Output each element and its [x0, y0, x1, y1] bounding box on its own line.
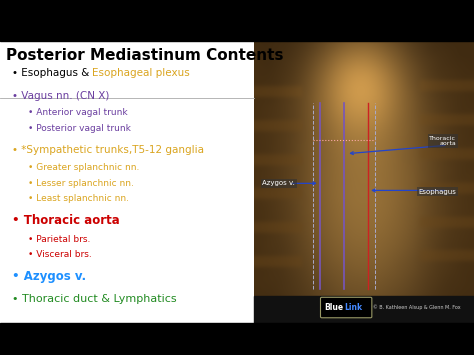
Text: • Visceral brs.: • Visceral brs.	[28, 250, 92, 260]
Text: • Vagus nn. (CN X): • Vagus nn. (CN X)	[12, 91, 109, 101]
Text: • Esophagus &: • Esophagus &	[12, 68, 92, 78]
Text: Azygos v.: Azygos v.	[263, 180, 295, 186]
Text: • Least splanchnic nn.: • Least splanchnic nn.	[28, 194, 129, 203]
Bar	[254, 296, 474, 323]
Text: • *Sympathetic trunks,T5-12 ganglia: • *Sympathetic trunks,T5-12 ganglia	[12, 145, 204, 155]
Bar	[0, 41, 254, 323]
Text: © B. Kathleen Alsup & Glenn M. Fox: © B. Kathleen Alsup & Glenn M. Fox	[373, 305, 460, 310]
Text: Posterior Mediastinum Contents: Posterior Mediastinum Contents	[6, 48, 283, 63]
Text: Esophageal plexus: Esophageal plexus	[92, 68, 190, 78]
Text: • Lesser splanchnic nn.: • Lesser splanchnic nn.	[28, 179, 134, 188]
Bar	[0, 323, 474, 355]
Text: • Thoracic aorta: • Thoracic aorta	[12, 214, 119, 226]
Text: Thoracic
aorta: Thoracic aorta	[429, 136, 456, 146]
Text: • Posterior vagal trunk: • Posterior vagal trunk	[28, 124, 131, 133]
Text: • Parietal brs.: • Parietal brs.	[28, 235, 91, 244]
Text: Esophagus: Esophagus	[419, 189, 456, 195]
Text: • Azygos v.: • Azygos v.	[12, 270, 86, 283]
Bar	[0, 0, 474, 41]
Text: Link: Link	[344, 303, 362, 312]
Text: Blue: Blue	[325, 303, 344, 312]
FancyBboxPatch shape	[320, 297, 372, 318]
Text: • Greater splanchnic nn.: • Greater splanchnic nn.	[28, 163, 140, 172]
Text: • Thoracic duct & Lymphatics: • Thoracic duct & Lymphatics	[12, 294, 176, 304]
Text: • Anterior vagal trunk: • Anterior vagal trunk	[28, 108, 128, 118]
